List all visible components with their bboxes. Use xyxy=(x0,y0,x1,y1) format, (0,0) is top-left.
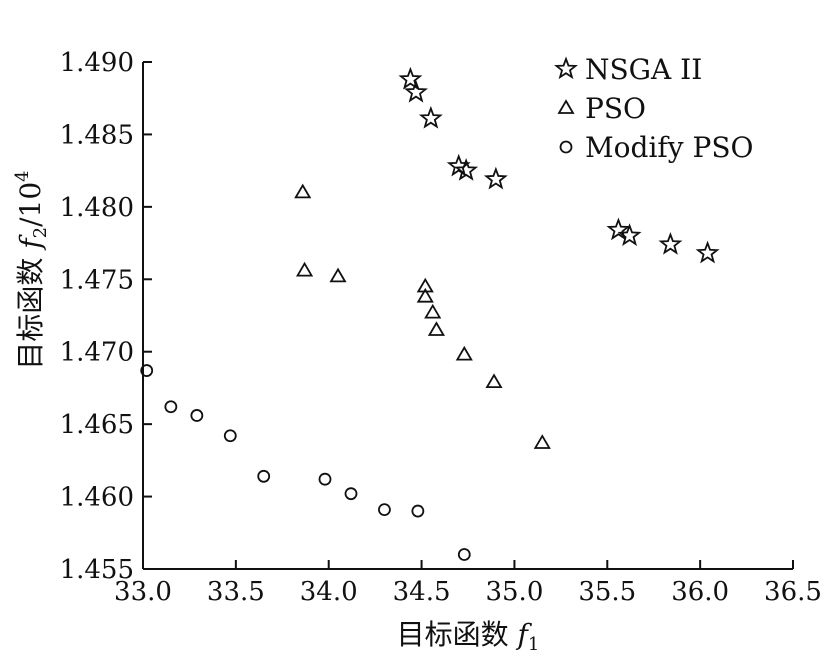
y-axis-label-sub: 2 xyxy=(30,227,51,238)
x-ticks: 33.0 33.5 34.0 34.5 35.0 35.5 36.0 36.5 xyxy=(114,560,822,607)
x-tick-label: 35.0 xyxy=(485,577,543,607)
legend-label-modify-pso: Modify PSO xyxy=(585,131,753,164)
point-nsga-ii xyxy=(483,166,508,190)
point-pso xyxy=(416,287,434,303)
point-nsga-ii xyxy=(418,105,443,129)
legend-label-pso: PSO xyxy=(585,92,646,125)
series-nsga-ii xyxy=(398,66,720,264)
x-tick-label: 36.0 xyxy=(671,577,729,607)
y-axis-label-suffix: /10 xyxy=(14,182,47,227)
data-points xyxy=(140,66,720,561)
y-ticks: 1.455 1.460 1.465 1.470 1.475 1.480 1.485 1.490 xyxy=(60,48,152,585)
x-axis-label: 目标函数 f1 xyxy=(397,618,540,655)
y-tick-label: 1.455 xyxy=(60,555,134,585)
point-nsga-ii xyxy=(617,223,642,247)
point-modify-pso xyxy=(190,409,204,422)
point-modify-pso xyxy=(164,400,178,414)
y-tick-label: 1.475 xyxy=(60,265,134,295)
point-nsga-ii xyxy=(398,66,423,90)
y-tick-label: 1.460 xyxy=(60,483,134,513)
point-modify-pso xyxy=(140,364,154,377)
point-pso xyxy=(416,277,434,293)
point-pso xyxy=(296,261,314,277)
axes xyxy=(142,62,793,570)
legend: NSGA II PSO Modify PSO xyxy=(554,53,753,164)
point-pso xyxy=(427,321,445,336)
y-axis-label: 目标函数 f2/104 xyxy=(12,170,51,369)
y-tick-label: 1.465 xyxy=(60,410,134,440)
point-modify-pso xyxy=(257,469,271,483)
point-nsga-ii xyxy=(454,158,479,181)
y-tick-label: 1.485 xyxy=(60,120,134,150)
x-tick-label: 33.5 xyxy=(207,577,265,607)
y-tick-label: 1.490 xyxy=(60,48,134,78)
point-nsga-ii xyxy=(446,153,471,177)
y-axis-label-text: 目标函数 xyxy=(14,249,47,370)
point-pso xyxy=(329,267,347,283)
series-modify-pso xyxy=(140,364,471,561)
y-axis-label-sup: 4 xyxy=(12,170,33,181)
point-pso xyxy=(485,373,503,389)
x-tick-label: 34.0 xyxy=(300,577,358,607)
legend-marker-pso xyxy=(557,99,575,114)
point-nsga-ii xyxy=(658,231,683,255)
point-modify-pso xyxy=(344,487,358,501)
legend-marker-nsga-ii xyxy=(554,56,578,80)
x-tick-label: 34.5 xyxy=(393,577,451,607)
point-pso xyxy=(424,303,442,319)
legend-marker-modify-pso xyxy=(559,140,573,154)
point-nsga-ii xyxy=(404,79,428,103)
point-modify-pso xyxy=(318,472,332,486)
point-modify-pso xyxy=(457,548,471,561)
point-pso xyxy=(455,345,473,361)
x-axis-label-sub: 1 xyxy=(528,634,539,655)
point-modify-pso xyxy=(411,504,425,518)
y-tick-label: 1.470 xyxy=(60,338,134,368)
point-modify-pso xyxy=(378,503,391,517)
legend-label-nsga-ii: NSGA II xyxy=(585,53,702,86)
x-tick-label: 33.0 xyxy=(114,577,172,607)
point-pso xyxy=(294,183,312,199)
x-axis-label-text: 目标函数 xyxy=(397,618,518,651)
point-pso xyxy=(533,434,551,449)
x-tick-label: 35.5 xyxy=(578,577,636,607)
y-tick-label: 1.480 xyxy=(60,193,134,223)
x-tick-label: 36.5 xyxy=(764,577,822,607)
point-nsga-ii xyxy=(606,217,631,241)
point-modify-pso xyxy=(223,429,237,443)
series-pso xyxy=(294,183,551,449)
point-nsga-ii xyxy=(695,240,720,264)
